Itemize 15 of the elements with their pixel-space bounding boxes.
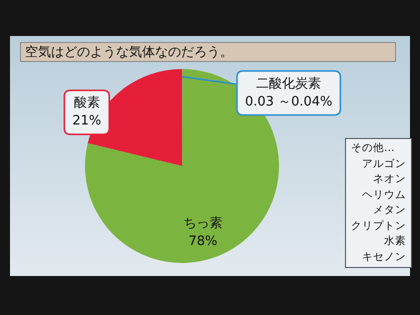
text: その他… [351, 141, 396, 156]
text: キセノン [361, 250, 406, 264]
text: アルゴン [361, 156, 406, 172]
text: ヘリウム [361, 188, 406, 202]
text: メタン [372, 203, 406, 218]
chart-title: 空気はどのような気体なのだろう。 [20, 42, 396, 62]
data-label: 21% [72, 114, 102, 129]
text: クリプトン [351, 218, 406, 234]
slice-label: 酸素 [74, 96, 100, 111]
text: 水素 [383, 234, 406, 249]
data-label: 78% [188, 234, 218, 250]
slice-label: ちっ素 [183, 216, 222, 232]
slice-label: 二酸化炭素 [256, 76, 322, 92]
text: ネオン [372, 172, 406, 187]
data-label: 0.03 ～0.04% [244, 94, 332, 110]
